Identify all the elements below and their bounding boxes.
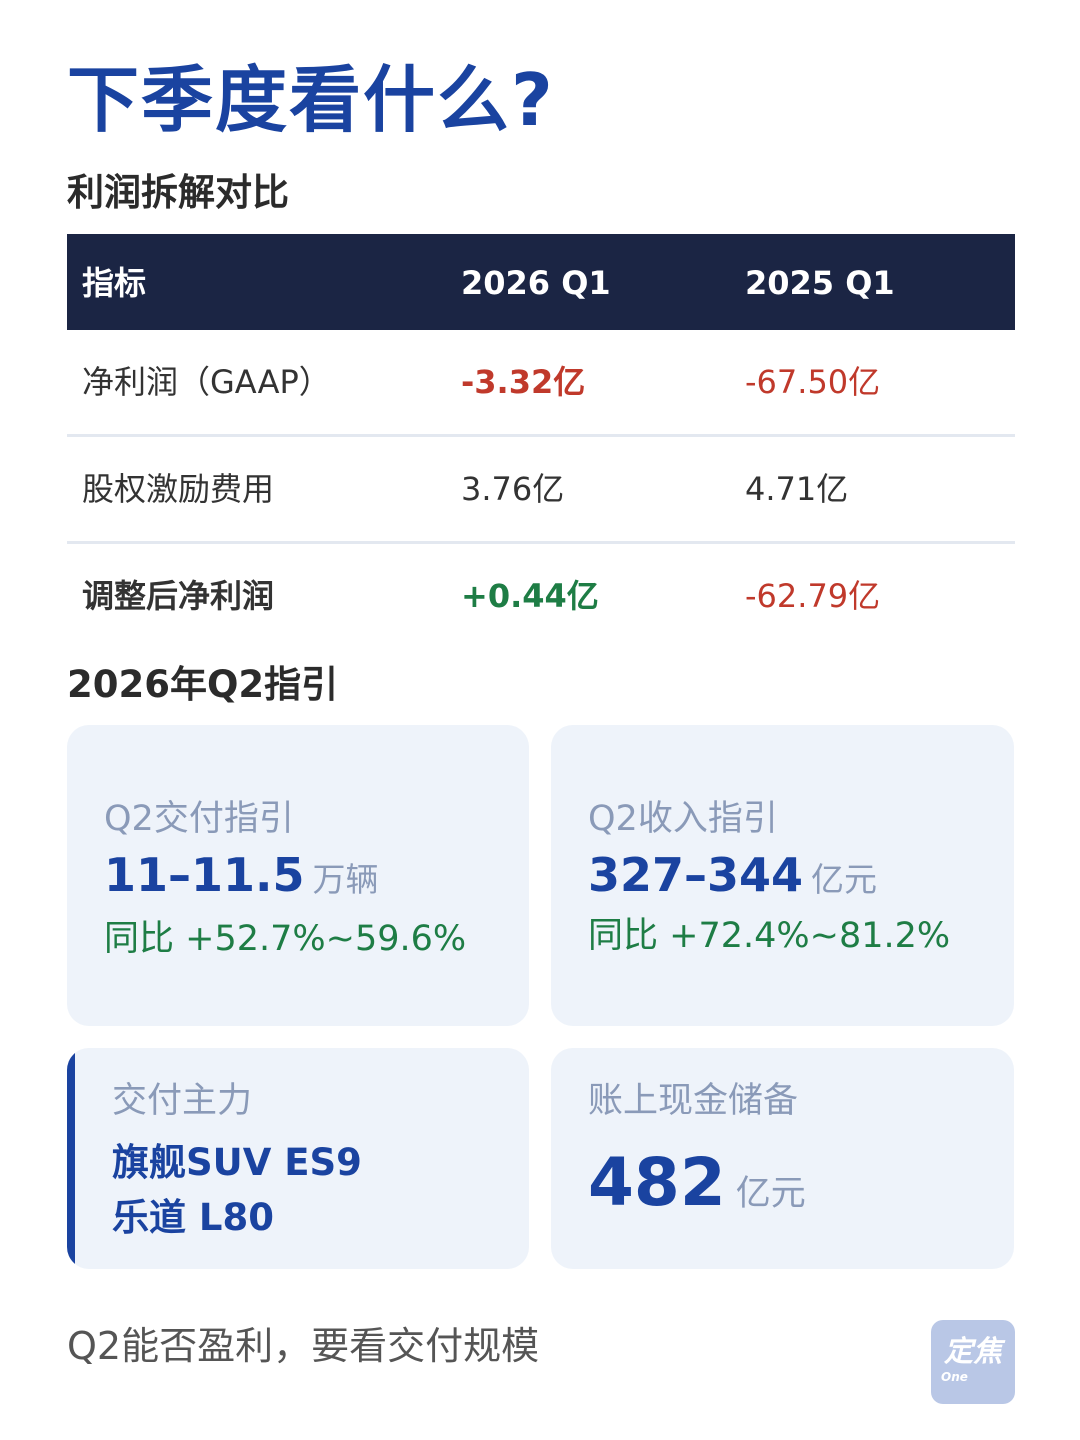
- page-title: 下季度看什么?: [67, 58, 555, 142]
- revenue-value: 327–344: [588, 848, 804, 902]
- revenue-guidance-card: Q2收入指引 327–344 亿元 同比 +72.4%~81.2%: [551, 725, 1014, 1026]
- cash-reserve-card: 账上现金储备 482 亿元: [551, 1048, 1014, 1269]
- brand-logo: 定焦 One: [931, 1320, 1015, 1404]
- footer-text: Q2能否盈利，要看交付规模: [67, 1324, 540, 1368]
- card-value: 327–344 亿元: [588, 847, 877, 908]
- model-line: 旗舰SUV ES9: [112, 1141, 362, 1184]
- accent-bar: [67, 1048, 75, 1269]
- model-line: 乐道 L80: [112, 1196, 274, 1239]
- row-label: 股权激励费用: [82, 470, 275, 508]
- table-header: 指标 2026 Q1 2025 Q1: [67, 234, 1015, 330]
- row-label: 净利润（GAAP）: [82, 363, 331, 401]
- main-models-card: 交付主力 旗舰SUV ES9 乐道 L80: [67, 1048, 529, 1269]
- card-label: 账上现金储备: [588, 1081, 799, 1121]
- cell-2025-q1: 4.71亿: [745, 470, 849, 508]
- cash-unit: 亿元: [735, 1174, 806, 1214]
- card-label: Q2交付指引: [104, 799, 294, 839]
- cash-value: 482: [588, 1144, 726, 1221]
- delivery-value: 11–11.5: [104, 848, 305, 902]
- card-label: 交付主力: [112, 1081, 253, 1121]
- cell-2026-q1: -3.32亿: [461, 363, 586, 401]
- card-label: Q2收入指引: [588, 799, 778, 839]
- profit-section-title: 利润拆解对比: [67, 171, 289, 214]
- profit-comparison-table: 指标 2026 Q1 2025 Q1 净利润（GAAP） -3.32亿 -67.…: [67, 234, 1015, 648]
- delivery-yoy: 同比 +52.7%~59.6%: [104, 919, 467, 959]
- cell-2026-q1: 3.76亿: [461, 470, 565, 508]
- header-2026-q1: 2026 Q1: [461, 264, 611, 302]
- table-row: 股权激励费用 3.76亿 4.71亿: [67, 437, 1015, 544]
- logo-main: 定焦: [943, 1334, 1002, 1368]
- guidance-section-title: 2026年Q2指引: [67, 663, 339, 706]
- delivery-guidance-card: Q2交付指引 11–11.5 万辆 同比 +52.7%~59.6%: [67, 725, 529, 1026]
- row-label: 调整后净利润: [82, 577, 275, 615]
- models-list: 旗舰SUV ES9 乐道 L80: [112, 1135, 362, 1245]
- cell-2025-q1: -67.50亿: [745, 363, 881, 401]
- cell-2025-q1: -62.79亿: [745, 577, 881, 615]
- revenue-unit: 亿元: [811, 860, 878, 899]
- header-metric: 指标: [82, 264, 147, 302]
- logo-sub: One: [941, 1370, 968, 1384]
- header-2025-q1: 2025 Q1: [745, 264, 895, 302]
- revenue-yoy: 同比 +72.4%~81.2%: [588, 916, 951, 956]
- delivery-unit: 万辆: [312, 860, 379, 899]
- table-row: 净利润（GAAP） -3.32亿 -67.50亿: [67, 330, 1015, 437]
- cell-2026-q1: +0.44亿: [461, 577, 599, 615]
- table-row: 调整后净利润 +0.44亿 -62.79亿: [67, 544, 1015, 648]
- cash-value-wrap: 482 亿元: [588, 1143, 806, 1234]
- card-value: 11–11.5 万辆: [104, 847, 379, 908]
